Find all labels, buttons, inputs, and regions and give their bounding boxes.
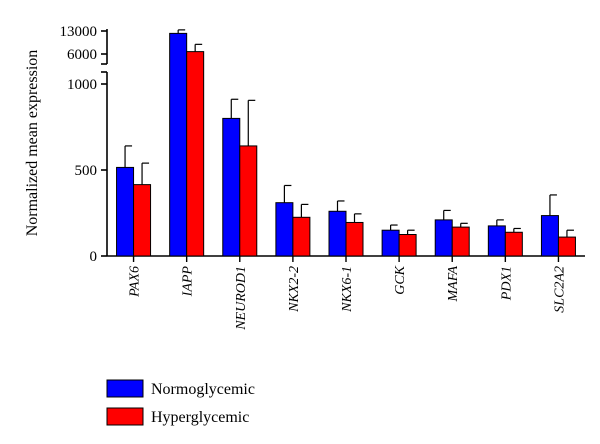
category-label: PAX6 xyxy=(128,266,143,298)
y-axis-title: Normalized mean expression xyxy=(24,50,41,237)
category-labels: PAX6 IAPP NEUROD1 NKX2-2 NKX6-1 GCK MAFA PDX1 SL… xyxy=(128,265,568,330)
bar-pax6-normoglycemic xyxy=(116,166,135,257)
bar-slc2a2-hyperglycemic xyxy=(557,236,576,257)
category-label: NKX6-1 xyxy=(340,266,355,313)
bar-nkx2-2-hyperglycemic xyxy=(292,216,311,257)
bar-neurod1-normoglycemic xyxy=(222,117,241,257)
category-label: MAFA xyxy=(446,266,461,303)
bar-pdx1-hyperglycemic xyxy=(504,231,523,257)
y-tick-label: 0 xyxy=(90,249,98,265)
bars xyxy=(116,29,576,257)
y-tick-label: 6000 xyxy=(67,47,97,63)
category-label: IAPP xyxy=(181,266,196,298)
category-label: NKX2-2 xyxy=(287,266,302,313)
bar-slc2a2-normoglycemic xyxy=(540,215,559,257)
bar-iapp-normoglycemic xyxy=(169,32,188,257)
bar-iapp-hyperglycemic xyxy=(186,51,205,257)
bar-gck-hyperglycemic xyxy=(398,234,417,257)
legend-swatch xyxy=(106,379,144,398)
category-label: SLC2A2 xyxy=(552,266,567,313)
bar-pax6-hyperglycemic xyxy=(133,184,152,257)
legend-swatch xyxy=(106,407,144,426)
bar-nkx6-1-normoglycemic xyxy=(328,210,347,257)
category-label: NEUROD1 xyxy=(234,266,249,331)
bar-nkx6-1-hyperglycemic xyxy=(345,221,364,257)
bar-mafa-hyperglycemic xyxy=(451,226,470,257)
legend-label: Normoglycemic xyxy=(151,381,255,398)
y-tick-label: 1000 xyxy=(67,77,97,93)
legend-label: Hyperglycemic xyxy=(151,409,249,426)
category-label: GCK xyxy=(393,265,408,294)
bar-gck-normoglycemic xyxy=(381,229,400,257)
bar-mafa-normoglycemic xyxy=(434,219,453,257)
bar-nkx2-2-normoglycemic xyxy=(275,202,294,257)
bar-neurod1-hyperglycemic xyxy=(239,145,258,257)
legend: Normoglycemic Hyperglycemic xyxy=(106,379,255,426)
category-label: PDX1 xyxy=(499,266,514,301)
y-tick-label: 13000 xyxy=(60,24,98,40)
bar-pdx1-normoglycemic xyxy=(487,225,506,257)
y-tick-label: 500 xyxy=(75,163,98,179)
